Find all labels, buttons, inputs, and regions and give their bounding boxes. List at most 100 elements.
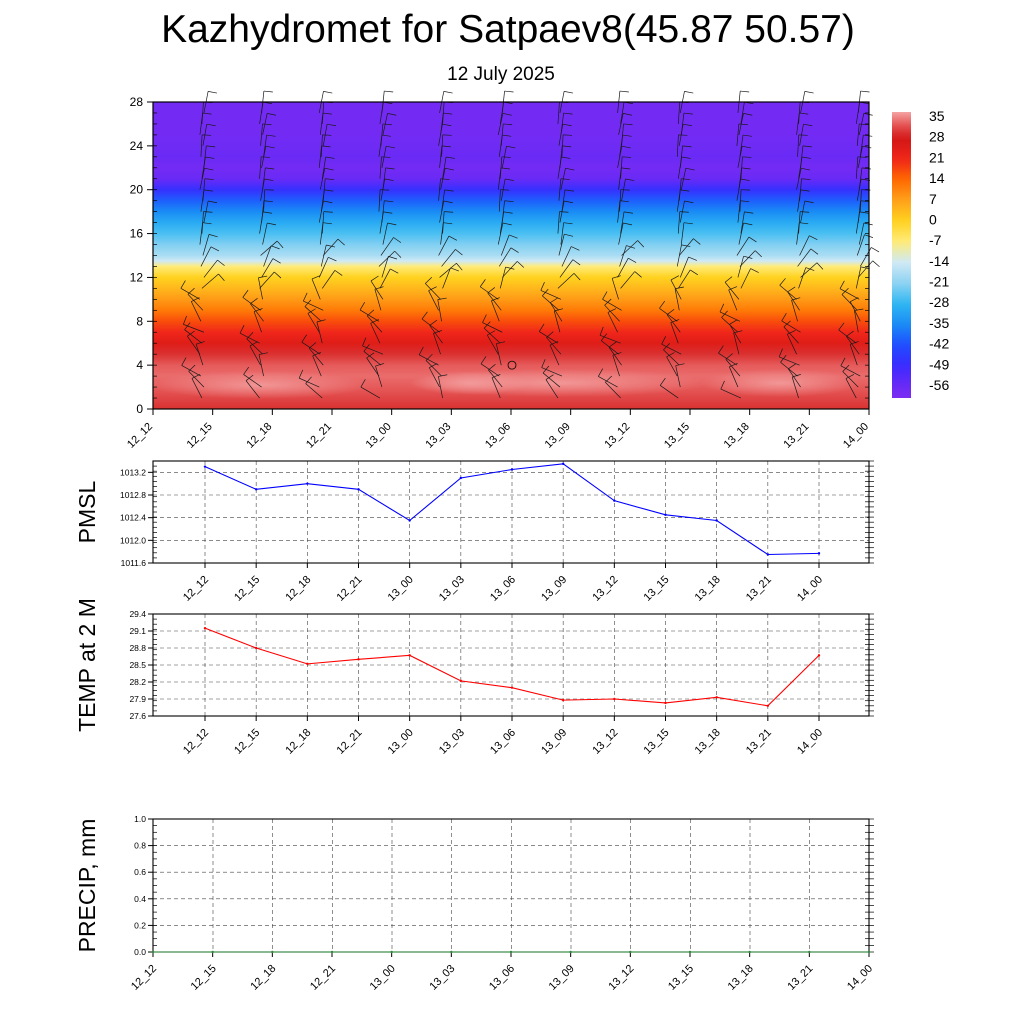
wind-barb-staff — [858, 222, 865, 245]
profile-x-tick-label: 14_00 — [841, 421, 871, 451]
series-point — [808, 950, 811, 954]
x-tick-label: 13_03 — [437, 727, 467, 757]
series-point — [766, 553, 770, 556]
wind-barb-staff — [611, 278, 619, 300]
wind-barb-flag — [666, 352, 675, 358]
wind-barb-flag — [204, 167, 214, 171]
wind-barb-flag — [366, 352, 375, 359]
wind-barb-flag — [859, 211, 869, 214]
profile-x-tick-label: 13_09 — [543, 421, 573, 451]
wind-barb-flag — [563, 222, 573, 225]
colorbar-label: -7 — [929, 232, 942, 248]
profile-y-tick-label: 24 — [130, 139, 144, 153]
wind-barb-flag — [382, 123, 392, 126]
profile-heatmap-fill — [153, 102, 869, 409]
wind-barb-flag — [816, 262, 824, 270]
wind-barb-flag — [429, 319, 438, 326]
wind-barb-flag — [421, 311, 428, 320]
wind-barb-flag — [504, 200, 514, 203]
wind-barb-flag — [274, 271, 282, 279]
series-point — [748, 950, 751, 954]
wind-barb-flag — [437, 297, 447, 300]
wind-barb-flag — [680, 189, 690, 192]
wind-barb-staff — [783, 326, 799, 344]
wind-barb-staff — [855, 266, 862, 289]
wind-barb-staff — [263, 189, 266, 212]
wind-barb-flag — [559, 211, 569, 213]
wind-barb-flag — [500, 167, 510, 170]
wind-barb-staff — [318, 257, 329, 278]
wind-barb-staff — [482, 322, 503, 333]
wind-barb-flag — [384, 90, 394, 93]
wind-barb-flag — [270, 245, 280, 250]
wind-barb-flag — [781, 313, 787, 322]
wind-barb-flag — [799, 112, 809, 115]
wind-barb-flag — [838, 322, 845, 331]
wind-barb-staff — [779, 356, 800, 366]
x-tick-label: 13_06 — [487, 963, 517, 993]
wind-barb-flag — [683, 222, 693, 225]
wind-barb-flag — [324, 167, 334, 171]
wind-barb-staff — [560, 168, 566, 190]
colorbar-label: 14 — [929, 170, 945, 186]
colorbar-label: 28 — [929, 129, 945, 145]
wind-barb-flag — [266, 134, 276, 137]
wind-barb-staff — [428, 290, 439, 311]
wind-barb-staff — [617, 258, 629, 278]
wind-barb-staff — [540, 290, 562, 300]
wind-barb-flag — [628, 257, 637, 263]
wind-barb-flag — [503, 211, 513, 214]
wind-barb-staff — [788, 368, 801, 388]
wind-barb-flag — [276, 240, 284, 249]
wind-barb-staff — [203, 200, 209, 223]
wind-barb-staff — [181, 365, 202, 377]
wind-barb-flag — [202, 112, 212, 115]
wind-barb-staff — [501, 200, 505, 223]
wind-barb-flag — [787, 286, 796, 293]
x-tick-label: 12_18 — [248, 963, 278, 993]
wind-barb-flag — [443, 222, 453, 225]
wind-barb-flag — [659, 377, 666, 386]
wind-barb-staff — [736, 236, 750, 256]
wind-barb-flag — [208, 200, 218, 204]
wind-barb-flag — [456, 263, 463, 271]
wind-barb-staff — [679, 256, 689, 278]
wind-barb-flag — [381, 134, 391, 137]
wind-barb-staff — [728, 289, 738, 311]
wind-barb-flag — [258, 352, 268, 355]
wind-barb-flag — [608, 341, 617, 348]
wind-barb-staff — [201, 211, 204, 234]
wind-barb-flag — [321, 145, 331, 148]
wind-barb-staff — [499, 156, 503, 179]
wind-barb-staff — [242, 297, 261, 311]
series-point — [664, 513, 667, 517]
x-tick-label: 13_00 — [368, 963, 398, 993]
wind-barb-flag — [206, 123, 216, 127]
wind-barb-staff — [307, 313, 320, 333]
wind-barb-flag — [386, 145, 396, 149]
wind-barb-flag — [599, 326, 604, 336]
wind-barb-flag — [393, 237, 402, 243]
wind-barb-staff — [800, 200, 806, 223]
wind-barb-flag — [325, 178, 335, 180]
wind-barb-flag — [688, 256, 697, 261]
wind-barb-staff — [191, 378, 203, 399]
x-tick-label: 14_00 — [795, 727, 825, 757]
wind-barb-staff — [488, 369, 503, 388]
series-point — [613, 499, 616, 502]
wind-barb-flag — [607, 308, 617, 313]
wind-barb-flag — [801, 156, 811, 159]
wind-barb-flag — [666, 308, 675, 315]
wind-barb-flag — [438, 374, 448, 377]
wind-barb-staff — [859, 134, 864, 157]
wind-barb-staff — [799, 124, 804, 146]
wind-barb-flag — [854, 308, 864, 311]
x-tick-label: 13_06 — [488, 574, 518, 604]
wind-barb-flag — [267, 222, 277, 226]
wind-barb-staff — [559, 145, 563, 168]
wind-barb-staff — [549, 344, 560, 366]
wind-barb-flag — [565, 167, 575, 171]
wind-barb-staff — [500, 234, 510, 256]
series-point — [306, 662, 309, 666]
